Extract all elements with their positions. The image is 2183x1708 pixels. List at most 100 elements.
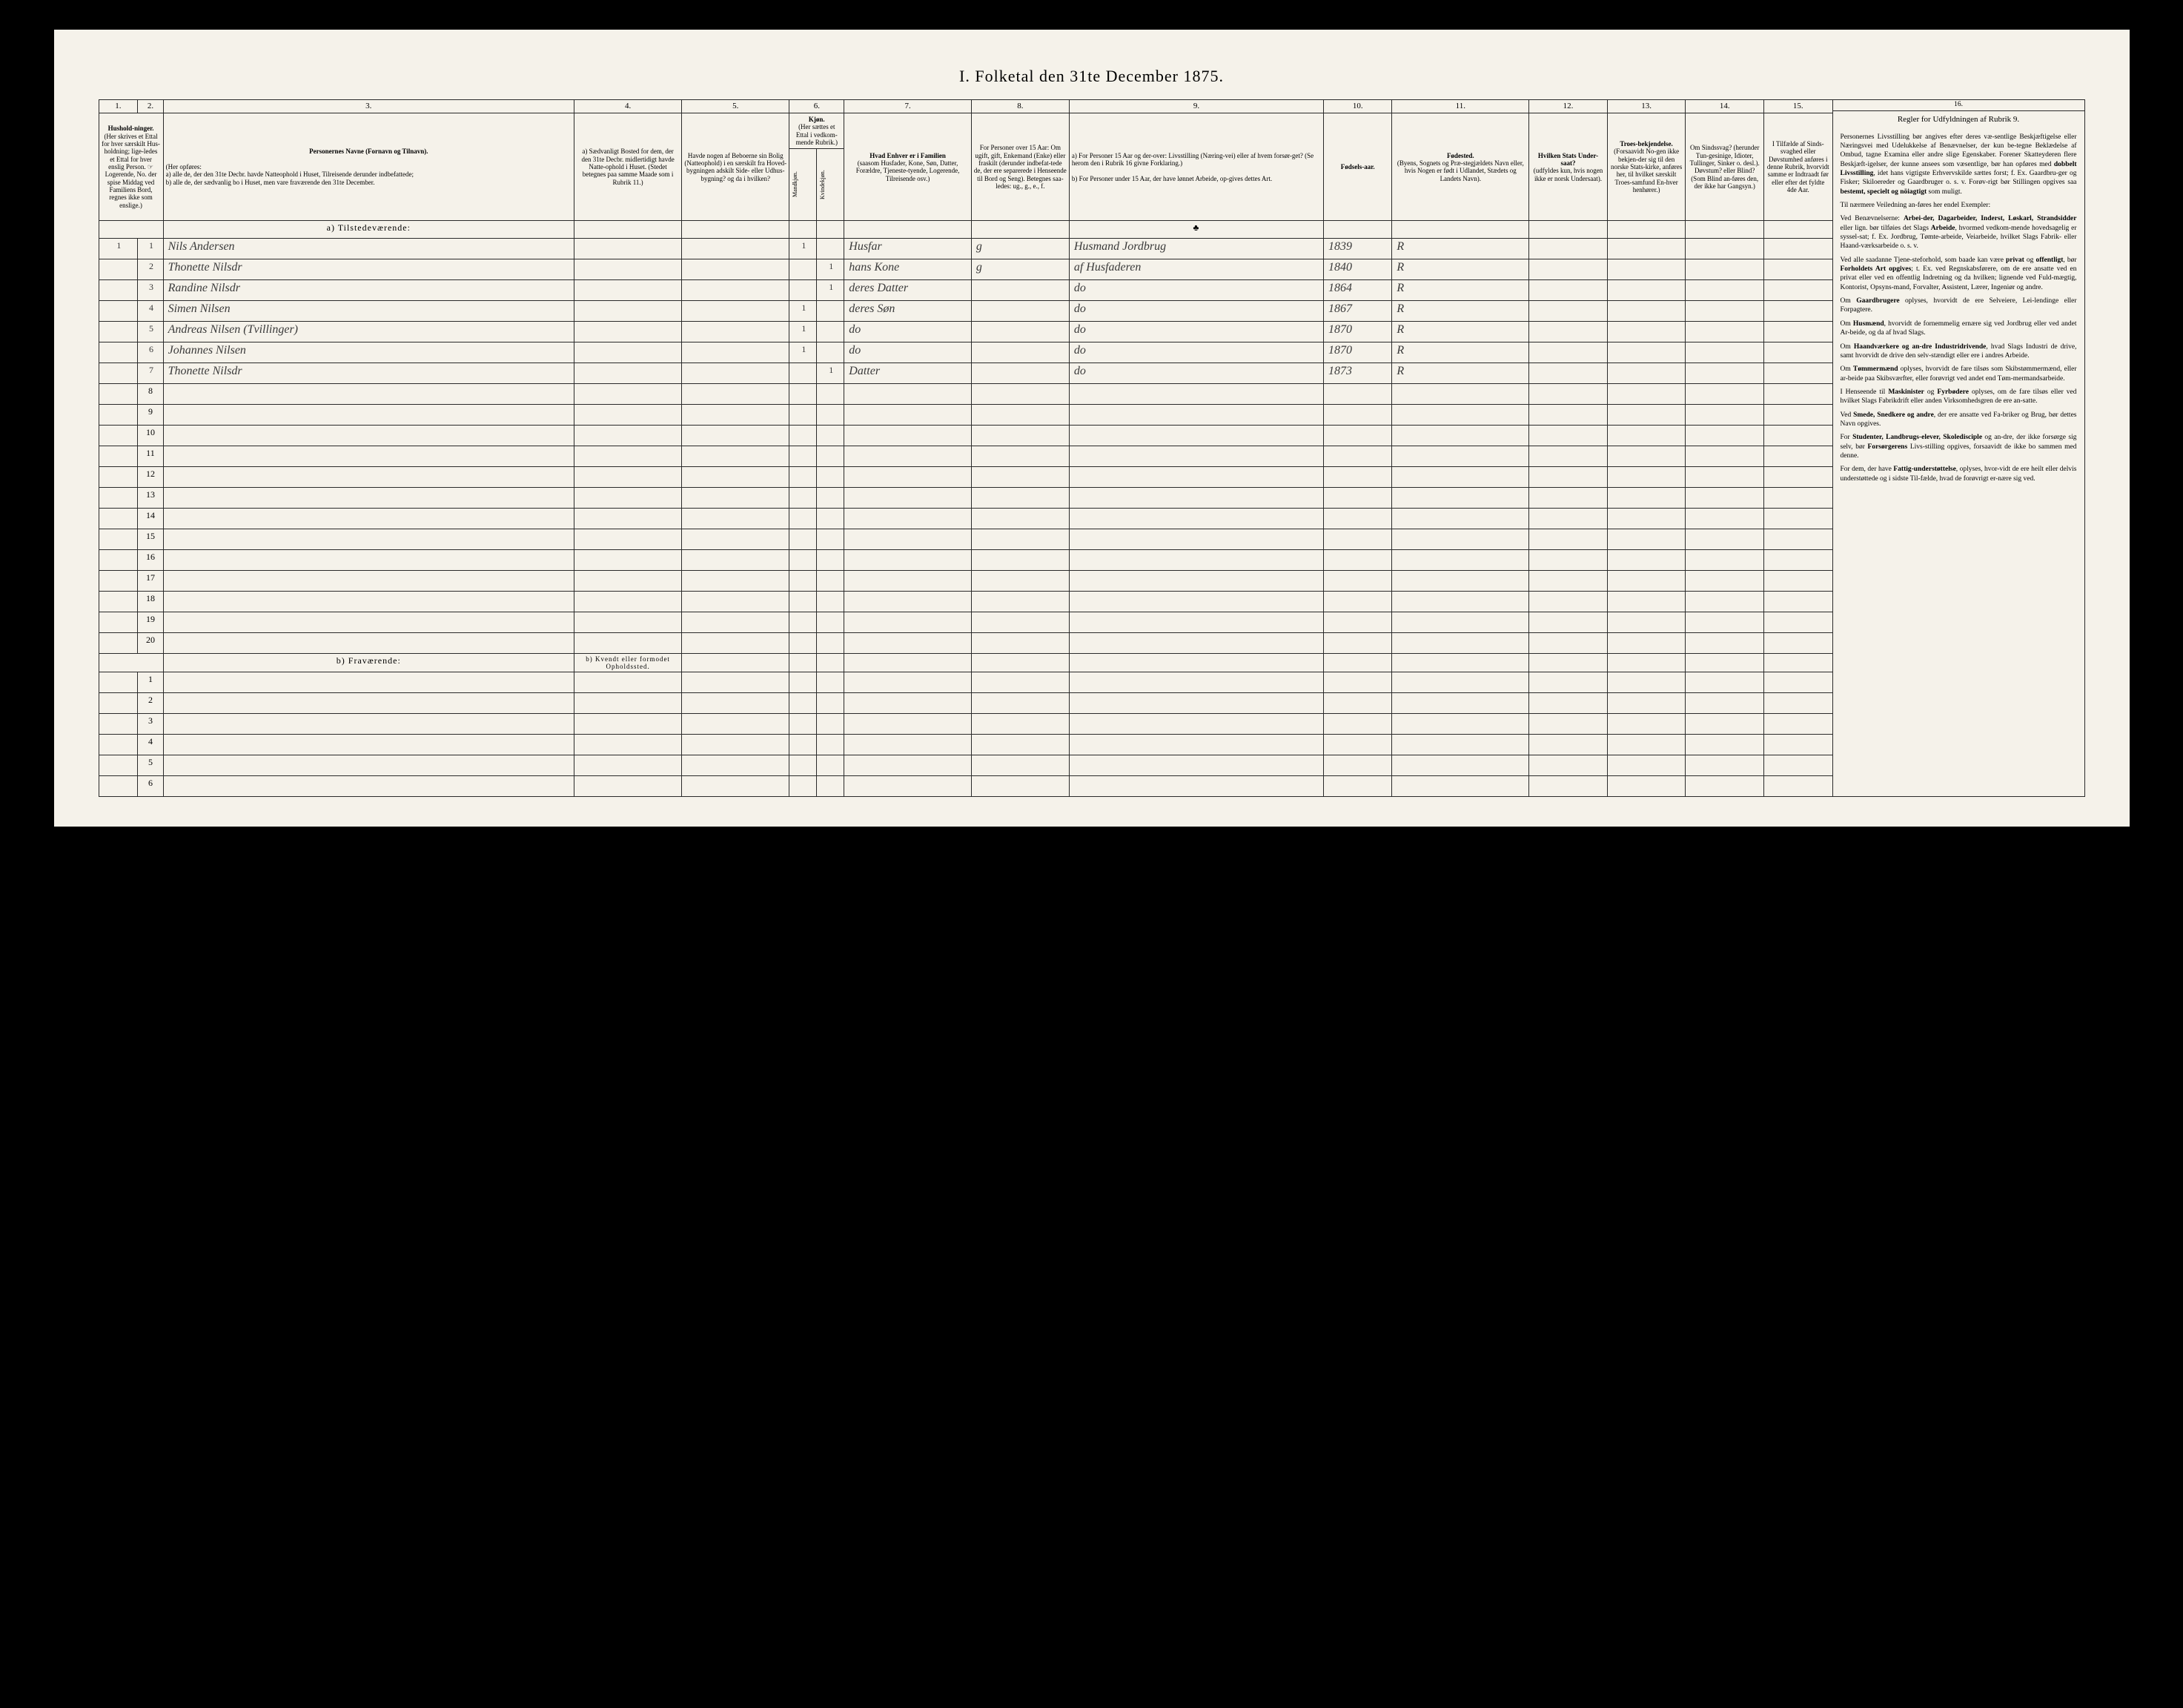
h6-t: Kjøn.: [809, 116, 825, 123]
h6b: Kvindekjøn.: [817, 149, 844, 221]
colnum: 9.: [1069, 100, 1323, 113]
main-grid: 1. 2. 3. 4. 5. 6. 7. 8. 9. 10. 11. 12. 1…: [99, 99, 2085, 797]
rules-paragraph: I Henseende til Maskinister og Fyrbødere…: [1841, 388, 2077, 406]
table-row: 19: [99, 612, 1832, 633]
rules-body: Personernes Livsstilling bør angives eft…: [1841, 133, 2077, 483]
rules-paragraph: Ved Smede, Snedkere og andre, der ere an…: [1841, 411, 2077, 429]
colnum: 8.: [971, 100, 1069, 113]
h14: Om Sindssvag? (herunder Tun-gesinige, Id…: [1686, 113, 1764, 221]
table-row: 2: [99, 693, 1832, 714]
table-row: 6: [99, 776, 1832, 797]
table-row: 1: [99, 672, 1832, 693]
table-row: 8: [99, 384, 1832, 405]
table-row: 9: [99, 405, 1832, 426]
h9a: a) For Personer 15 Aar og der-over: Livs…: [1072, 152, 1314, 167]
rules-paragraph: Om Haandværkere og an-dre Industridriven…: [1841, 342, 2077, 361]
table-row: 2Thonette Nilsdr1hans Konegaf Husfaderen…: [99, 259, 1832, 280]
h13-s: (Forsaavidt No-gen ikke bekjen-der sig t…: [1611, 148, 1682, 193]
table-row: 20: [99, 633, 1832, 654]
table-row: 18: [99, 592, 1832, 612]
h10-t: Fødsels-aar.: [1341, 163, 1375, 171]
h8: For Personer over 15 Aar: Om ugift, gift…: [971, 113, 1069, 221]
h9: a) For Personer 15 Aar og der-over: Livs…: [1069, 113, 1323, 221]
table-row: 11Nils Andersen1HusfargHusmand Jordbrug1…: [99, 239, 1832, 259]
table-row: 5: [99, 755, 1832, 776]
h1: Hushold-ninger. (Her skrives et Ettal fo…: [99, 113, 163, 221]
table-row: 4Simen Nilsen1deres Søndo1867R: [99, 301, 1832, 322]
colnum: 11.: [1392, 100, 1529, 113]
h12-s: (udfyldes kun, hvis nogen ikke er norsk …: [1534, 167, 1603, 182]
h1-title: Hushold-ninger.: [108, 125, 154, 132]
h6-s: (Her sættes et Ettal i vedkom-mende Rubr…: [796, 123, 838, 146]
colnum: 10.: [1324, 100, 1392, 113]
h14-t: Om Sindssvag? (herunder Tun-gesinige, Id…: [1690, 144, 1760, 167]
empty-present-rows: 891011121314151617181920: [99, 384, 1832, 654]
table-row: 14: [99, 509, 1832, 529]
table-row: 7Thonette Nilsdr1Datterdo1873R: [99, 363, 1832, 384]
h13-t: Troes-bekjendelse.: [1620, 140, 1672, 148]
colnum: 15.: [1763, 100, 1832, 113]
table-row: 16: [99, 550, 1832, 571]
table-row: 15: [99, 529, 1832, 550]
rules-paragraph: Om Gaardbrugere oplyses, hvorvidt de ere…: [1841, 297, 2077, 315]
col16-num: 16.: [1833, 100, 2084, 111]
table-row: 5Andreas Nilsen (Tvillinger)1dodo1870R: [99, 322, 1832, 342]
h3-sub: (Her opføres: a) alle de, der den 31te D…: [166, 163, 572, 186]
colnum: 13.: [1607, 100, 1686, 113]
h5: Havde nogen af Beboerne sin Bolig (Natte…: [682, 113, 789, 221]
page-title: I. Folketal den 31te December 1875.: [99, 67, 2085, 86]
table-row: 11: [99, 446, 1832, 467]
h12-t: Hvilken Stats Under-saat?: [1538, 152, 1598, 167]
table-row: 4: [99, 735, 1832, 755]
h9b: b) For Personer under 15 Aar, der have l…: [1072, 175, 1272, 182]
table-row: 12: [99, 467, 1832, 488]
h1-sub: (Her skrives et Ettal for hver særskilt …: [102, 133, 160, 209]
h3: Personernes Navne (Fornavn og Tilnavn). …: [163, 113, 574, 221]
h13: Troes-bekjendelse. (Forsaavidt No-gen ik…: [1607, 113, 1686, 221]
present-label: a) Tilstedeværende:: [163, 221, 574, 239]
colnum: 5.: [682, 100, 789, 113]
table-row: 3Randine Nilsdr1deres Datterdo1864R: [99, 280, 1832, 301]
h12: Hvilken Stats Under-saat? (udfyldes kun,…: [1529, 113, 1608, 221]
census-table: 1. 2. 3. 4. 5. 6. 7. 8. 9. 10. 11. 12. 1…: [99, 99, 1833, 797]
colnum: 2.: [138, 100, 163, 113]
table-wrap: 1. 2. 3. 4. 5. 6. 7. 8. 9. 10. 11. 12. 1…: [99, 99, 1833, 797]
rules-paragraph: For dem, der have Fattig-understøttelse,…: [1841, 465, 2077, 483]
table-row: 13: [99, 488, 1832, 509]
rules-paragraph: Om Tømmermænd oplyses, hvorvidt de fare …: [1841, 365, 2077, 383]
colnum: 7.: [844, 100, 972, 113]
census-page: I. Folketal den 31te December 1875. 1. 2…: [54, 30, 2130, 827]
section-present: a) Tilstedeværende: ♣: [99, 221, 1832, 239]
present-rows: 11Nils Andersen1HusfargHusmand Jordbrug1…: [99, 239, 1832, 384]
h7-t: Hvad Enhver er i Familien: [869, 152, 946, 159]
h4: a) Sædvanligt Bosted for dem, der den 31…: [574, 113, 681, 221]
table-row: 3: [99, 714, 1832, 735]
colnum: 12.: [1529, 100, 1608, 113]
h6: Kjøn. (Her sættes et Ettal i vedkom-mend…: [789, 113, 844, 149]
h11-s: (Byens, Sognets og Præ-stegjældets Navn …: [1397, 159, 1524, 182]
rules-paragraph: Personernes Livsstilling bør angives eft…: [1841, 133, 2077, 196]
rules-paragraph: Til nærmere Veiledning an-føres her ende…: [1841, 201, 2077, 210]
rules-paragraph: For Studenter, Landbrugs-elever, Skoledi…: [1841, 433, 2077, 460]
table-row: 17: [99, 571, 1832, 592]
h7: Hvad Enhver er i Familien (saasom Husfad…: [844, 113, 972, 221]
table-row: 10: [99, 426, 1832, 446]
colnum: 4.: [574, 100, 681, 113]
h10: Fødsels-aar.: [1324, 113, 1392, 221]
colnum: 14.: [1686, 100, 1764, 113]
h15: I Tilfælde af Sinds-svaghed eller Døvstu…: [1763, 113, 1832, 221]
section-absent: b) Fraværende: b) Kvendt eller formodet …: [99, 654, 1832, 672]
rules-paragraph: Ved Benævnelserne: Arbei-der, Dagarbeide…: [1841, 214, 2077, 251]
rules-paragraph: Ved alle saadanne Tjene-steforhold, som …: [1841, 256, 2077, 292]
rules-column: 16. Regler for Udfyldningen af Rubrik 9.…: [1833, 99, 2085, 797]
h6b-t: Kvindekjøn.: [819, 151, 826, 218]
colnum: 1.: [99, 100, 138, 113]
h14-s: Døvstum? eller Blind? (Som Blind an-føre…: [1691, 167, 1758, 190]
h7-s: (saasom Husfader, Kone, Søn, Datter, For…: [856, 159, 960, 182]
header-row: Hushold-ninger. (Her skrives et Ettal fo…: [99, 113, 1832, 149]
absent-c4: b) Kvendt eller formodet Opholdssted.: [574, 654, 681, 672]
h11: Fødested. (Byens, Sognets og Præ-stegjæl…: [1392, 113, 1529, 221]
h3-title: Personernes Navne (Fornavn og Tilnavn).: [309, 148, 428, 155]
colnum: 3.: [163, 100, 574, 113]
h6a: Mandkjøn.: [789, 149, 817, 221]
